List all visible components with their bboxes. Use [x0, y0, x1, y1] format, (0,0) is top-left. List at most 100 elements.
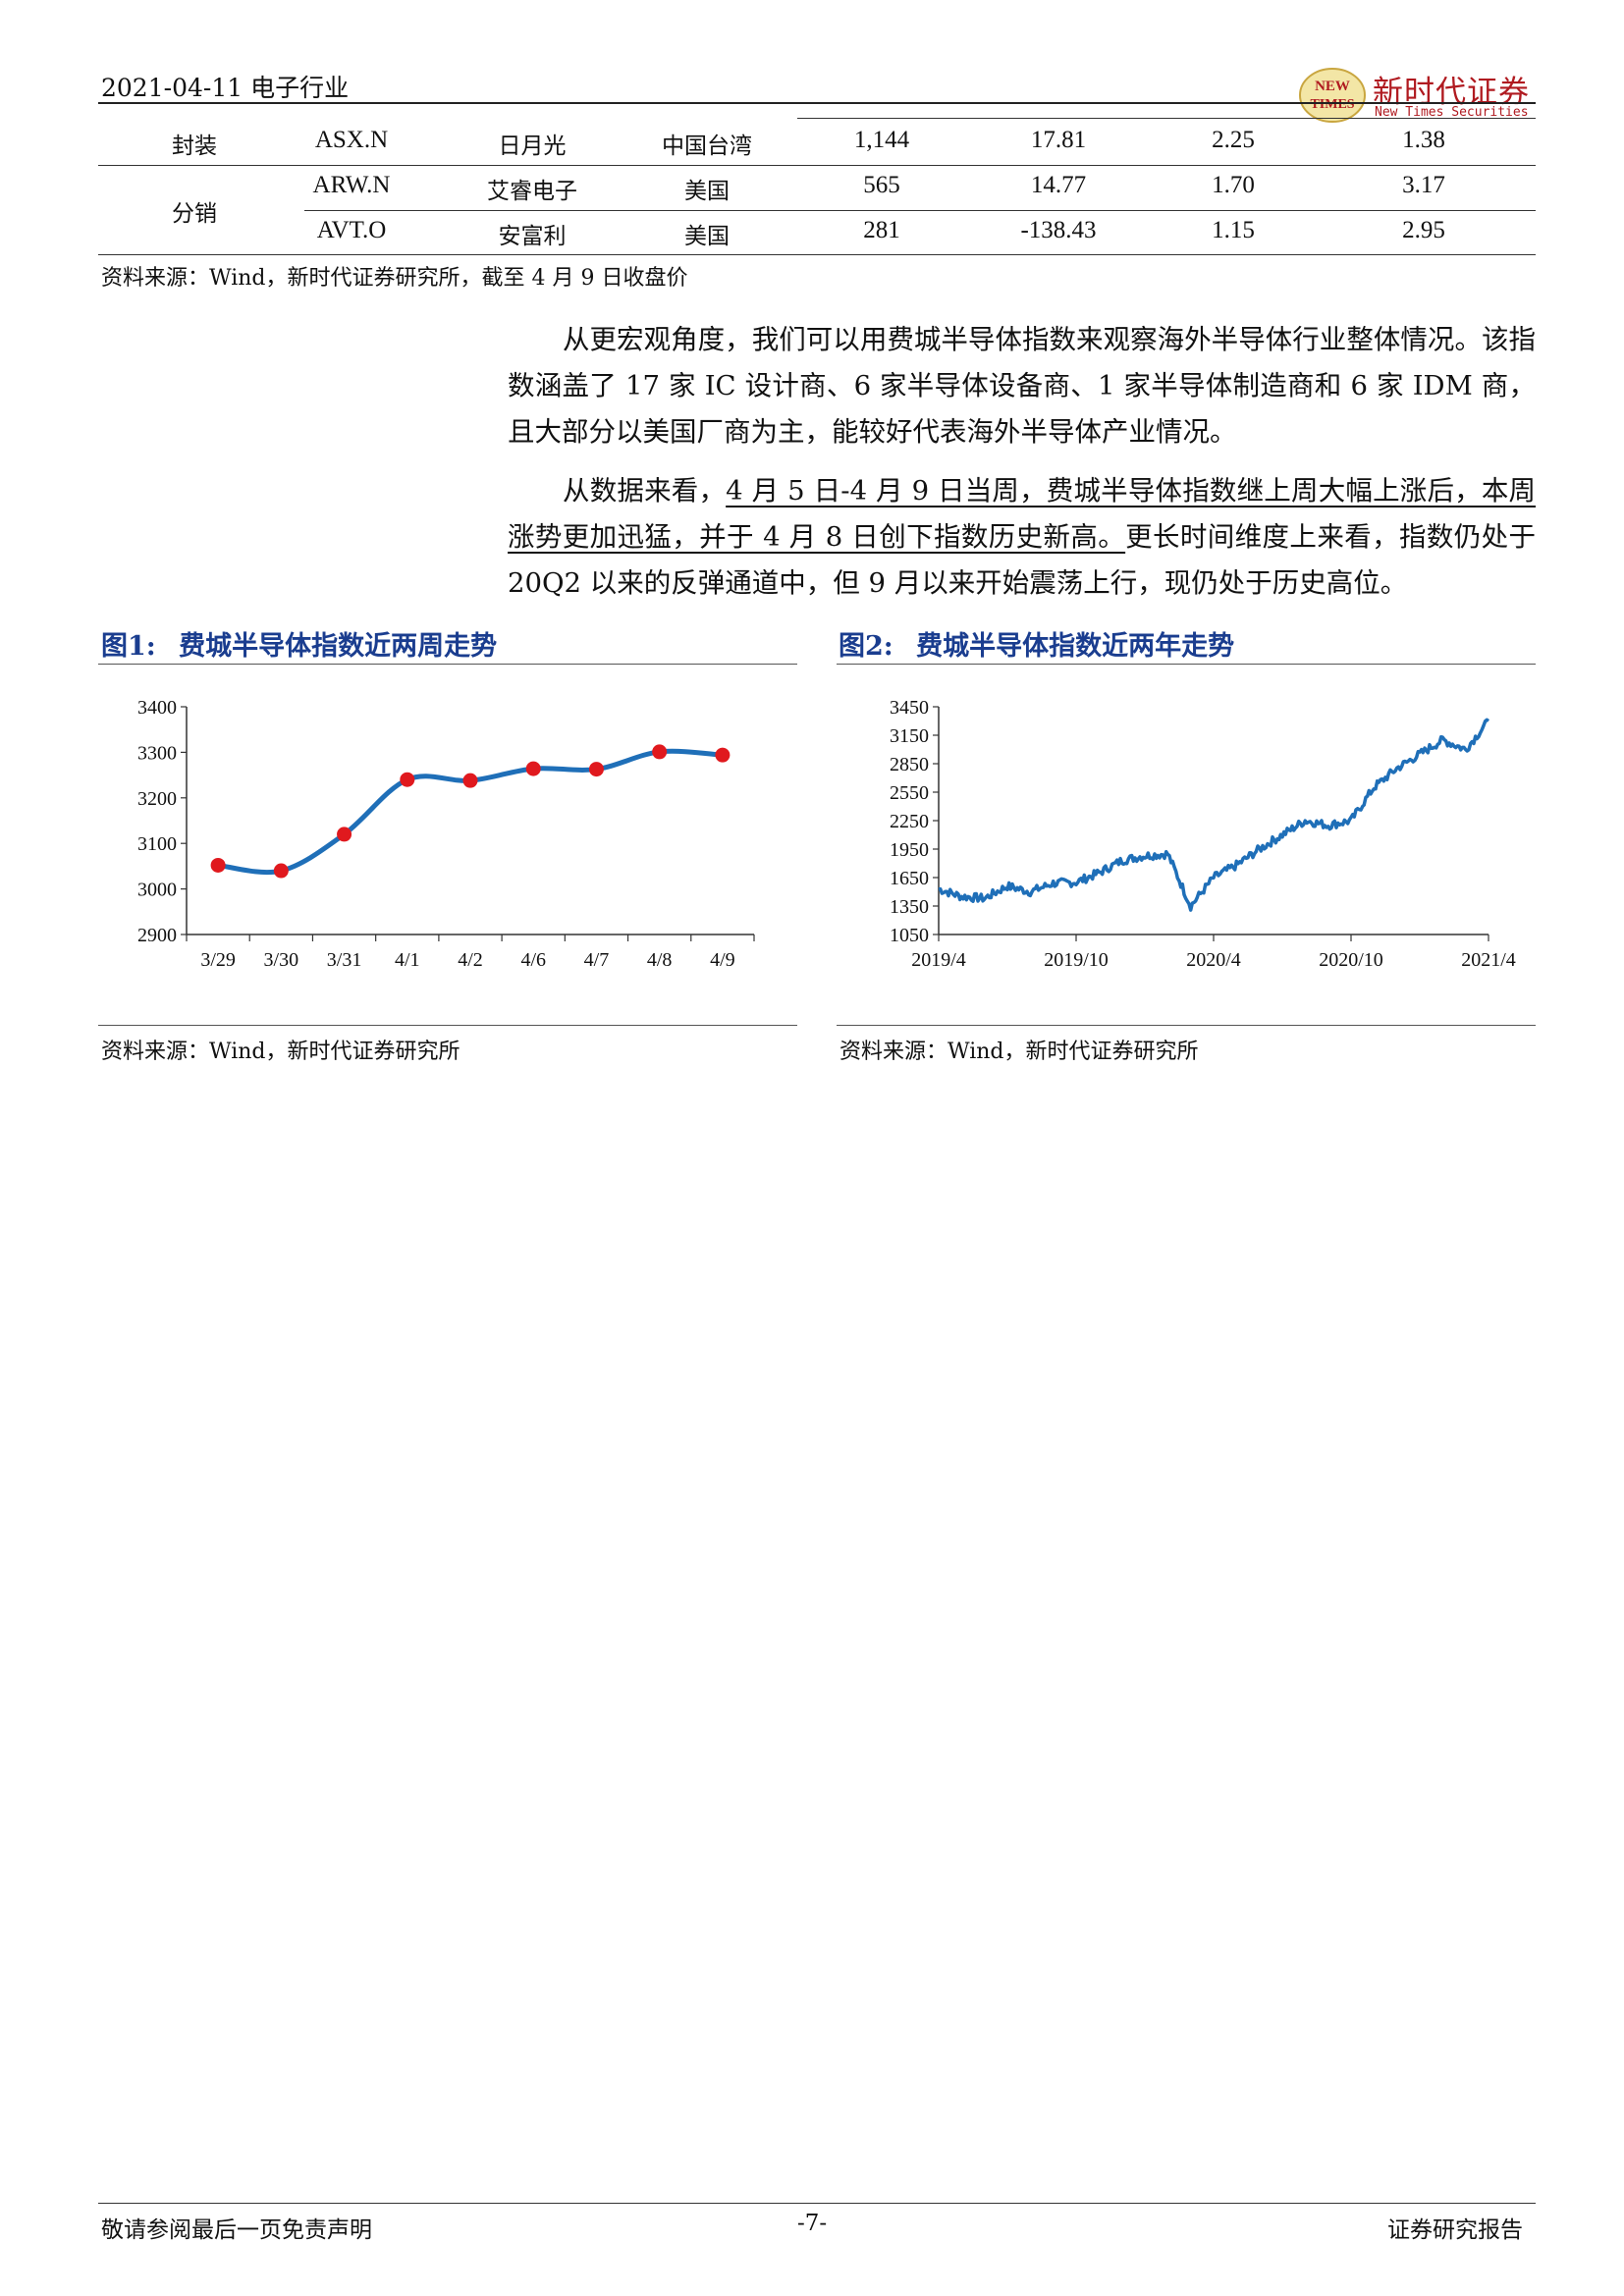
table-cell-value: -138.43	[1020, 217, 1097, 243]
y-tick-label: 1050	[890, 925, 929, 946]
data-point	[715, 747, 731, 763]
header-date-industry: 2021-04-11 电子行业	[101, 74, 350, 102]
figure-1-top-rule	[98, 664, 797, 665]
x-tick-label: 2020/4	[1186, 949, 1241, 971]
series-line	[938, 718, 1490, 912]
table-cell-value: 14.77	[1030, 172, 1087, 198]
table-row-rule	[98, 165, 1536, 166]
logo-emblem-icon: NEW TIMES	[1299, 68, 1366, 123]
figure-2-top-rule	[837, 664, 1536, 665]
y-tick-label: 3450	[890, 697, 929, 719]
figure-title-text: 费城半导体指数近两周走势	[179, 631, 498, 662]
figure-2-source: 资料来源：Wind，新时代证券研究所	[839, 1040, 1199, 1064]
figure-2-bottom-rule	[837, 1025, 1536, 1026]
chart-2: 1050 1350 1650 1950 2250 2550 2850 3150 3450 2019…	[890, 697, 1516, 971]
footer-report-type: 证券研究报告	[1387, 2217, 1523, 2243]
data-point	[337, 827, 352, 842]
y-tick-label: 2850	[890, 754, 929, 775]
table-cell-region: 中国台湾	[662, 133, 752, 159]
x-tick-label: 4/9	[710, 949, 735, 971]
table-cell-value: 1.38	[1402, 127, 1445, 153]
table-cell-value: 1.15	[1212, 217, 1255, 243]
x-tick-label: 2020/10	[1319, 949, 1383, 971]
y-tick-label: 3200	[137, 788, 177, 810]
table-source: 资料来源：Wind，新时代证券研究所，截至 4 月 9 日收盘价	[101, 266, 688, 291]
y-tick-label: 1950	[890, 839, 929, 861]
logo-en-text: New Times Securities	[1375, 105, 1529, 120]
figure-1-source: 资料来源：Wind，新时代证券研究所	[101, 1040, 460, 1064]
table-cell-name: 艾睿电子	[487, 179, 577, 204]
table-bottom-rule	[98, 254, 1536, 255]
y-tick-label: 1350	[890, 896, 929, 918]
x-tick-label: 4/1	[395, 949, 420, 971]
data-point	[400, 772, 415, 787]
table-cell-ticker: ARW.N	[312, 172, 391, 198]
y-tick-label: 2900	[137, 925, 177, 946]
table-cell-ticker: ASX.N	[314, 127, 389, 153]
table-cell-name: 安富利	[498, 224, 567, 249]
x-tick-label: 4/8	[647, 949, 673, 971]
paragraph-text: 从更宏观角度，我们可以用费城半导体指数来观察海外半导体行业整体情况。该指数涵盖了…	[508, 324, 1536, 448]
table-cell-value: 3.17	[1402, 172, 1445, 198]
figure-2-title: 图2: 费城半导体指数近两年走势	[839, 624, 1234, 663]
table-cell-ticker: AVT.O	[316, 217, 387, 243]
svg-text:NEW: NEW	[1315, 79, 1350, 94]
table-cell-segment: 分销	[172, 201, 217, 227]
y-tick-label: 3400	[137, 697, 177, 719]
chart-1: 2900 3000 3100 3200 3300 3400 3/29 3/30 3/31 4/1 4…	[137, 697, 755, 971]
y-tick-label: 3150	[890, 725, 929, 747]
body-paragraph-2: 从数据来看，4 月 5 日-4 月 9 日当周，费城半导体指数继上周大幅上涨后，…	[508, 468, 1536, 607]
body-paragraph-1: 从更宏观角度，我们可以用费城半导体指数来观察海外半导体行业整体情况。该指数涵盖了…	[508, 317, 1536, 455]
x-tick-label: 3/29	[200, 949, 236, 971]
header-rule	[98, 102, 1536, 104]
series-line	[215, 748, 726, 876]
y-tick-label: 2550	[890, 782, 929, 804]
table-row-rule	[304, 210, 1536, 211]
table-cell-region: 美国	[684, 179, 730, 204]
x-tick-label: 4/7	[584, 949, 610, 971]
x-tick-label: 2019/10	[1044, 949, 1109, 971]
data-point	[210, 857, 226, 873]
table-cell-value: 17.81	[1030, 127, 1087, 153]
x-tick-label: 3/30	[264, 949, 299, 971]
logo-cn-text: 新时代证券	[1373, 75, 1530, 110]
table-cell-name: 日月光	[498, 133, 567, 159]
paragraph-underlined-text: 4 月 5 日-4 月 9 日当周，费城半导体指数继上周大幅上涨后，本周涨势更加…	[508, 475, 1537, 553]
data-point	[525, 761, 541, 776]
table-cell-segment: 封装	[172, 133, 217, 159]
x-tick-label: 3/31	[327, 949, 362, 971]
footer-rule	[98, 2203, 1536, 2204]
y-tick-label: 3000	[137, 880, 177, 901]
data-point	[588, 762, 604, 777]
x-tick-label: 2021/4	[1461, 949, 1516, 971]
table-cell-value: 2.95	[1402, 217, 1445, 243]
data-point	[273, 863, 289, 879]
svg-text:TIMES: TIMES	[1310, 97, 1354, 112]
figure-label: 图1:	[101, 631, 156, 662]
y-tick-label: 2250	[890, 811, 929, 832]
x-tick-label: 4/2	[458, 949, 483, 971]
x-tick-label: 4/6	[520, 949, 546, 971]
footer-page-number: -7-	[797, 2211, 828, 2236]
table-cell-value: 565	[863, 172, 900, 198]
footer-disclaimer: 敬请参阅最后一页免责声明	[101, 2217, 372, 2243]
y-tick-label: 3300	[137, 742, 177, 764]
table-cell-value: 2.25	[1212, 127, 1255, 153]
table-cell-value: 1.70	[1212, 172, 1255, 198]
company-table: 封装 ASX.N 日月光 中国台湾 1,144 17.81 2.25 1.38 …	[98, 116, 1536, 255]
y-tick-label: 3100	[137, 833, 177, 855]
figure-label: 图2:	[839, 631, 893, 662]
table-cell-region: 美国	[684, 224, 730, 249]
data-point	[462, 773, 478, 788]
figure-title-text: 费城半导体指数近两年走势	[916, 631, 1235, 662]
table-top-rule	[797, 118, 1536, 119]
x-tick-label: 2019/4	[911, 949, 966, 971]
data-point	[652, 744, 668, 760]
table-cell-value: 281	[863, 217, 900, 243]
table-cell-value: 1,144	[853, 127, 910, 153]
paragraph-text: 更长时间维度上来看，指数仍处于 20Q2 以来的反弹通道中，但 9 月以来开始震…	[508, 521, 1536, 599]
paragraph-text: 从数据来看，	[563, 475, 727, 507]
figure-1-title: 图1: 费城半导体指数近两周走势	[101, 624, 497, 663]
figure-1-bottom-rule	[98, 1025, 797, 1026]
y-tick-label: 1650	[890, 868, 929, 889]
